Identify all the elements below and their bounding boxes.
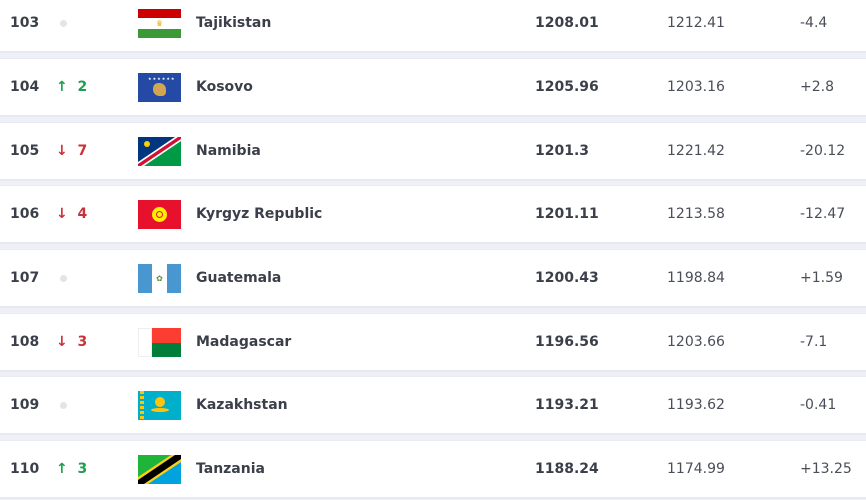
namibia-flag-icon — [138, 137, 181, 166]
table-row[interactable]: 109 Kazakhstan 1193.21 1193.62 -0.41 — [0, 376, 866, 435]
arrow-down-icon: ↓ — [56, 206, 68, 222]
kazakhstan-flag-icon — [138, 391, 181, 420]
points-change: +13.25 — [800, 461, 852, 477]
total-points: 1201.11 — [535, 206, 599, 222]
previous-points: 1193.62 — [667, 397, 725, 413]
table-row[interactable]: 108 ↓ 3 Madagascar 1196.56 1203.66 -7.1 — [0, 313, 866, 372]
table-row[interactable]: 107 ✿ Guatemala 1200.43 1198.84 +1.59 — [0, 249, 866, 308]
rank: 104 — [10, 79, 40, 95]
no-change-dot-icon — [60, 275, 67, 282]
kyrgyz-flag-icon — [138, 200, 181, 229]
rank-movement: ↓ 7 — [56, 143, 88, 159]
arrow-up-icon: ↑ — [56, 79, 68, 95]
rank-movement: ↓ 3 — [56, 334, 88, 350]
table-row[interactable]: 105 ↓ 7 Namibia 1201.3 1221.42 -20.12 — [0, 122, 866, 181]
total-points: 1205.96 — [535, 79, 599, 95]
points-change: -4.4 — [800, 15, 828, 31]
points-change: +2.8 — [800, 79, 834, 95]
rank: 106 — [10, 206, 40, 222]
country-name[interactable]: Tajikistan — [196, 15, 272, 31]
rank: 109 — [10, 397, 40, 413]
arrow-down-icon: ↓ — [56, 143, 68, 159]
total-points: 1188.24 — [535, 461, 599, 477]
previous-points: 1174.99 — [667, 461, 725, 477]
country-name[interactable]: Tanzania — [196, 461, 265, 477]
arrow-down-icon: ↓ — [56, 334, 68, 350]
table-row[interactable]: 106 ↓ 4 Kyrgyz Republic 1201.11 1213.58 -… — [0, 185, 866, 244]
tanzania-flag-icon — [138, 455, 181, 484]
total-points: 1200.43 — [535, 270, 599, 286]
table-row[interactable]: 103 ♛ Tajikistan 1208.01 1212.41 -4.4 — [0, 0, 866, 53]
rank: 110 — [10, 461, 40, 477]
table-row[interactable]: 110 ↑ 3 Tanzania 1188.24 1174.99 +13.25 — [0, 440, 866, 499]
rank: 108 — [10, 334, 40, 350]
previous-points: 1213.58 — [667, 206, 725, 222]
points-change: -12.47 — [800, 206, 846, 222]
previous-points: 1203.16 — [667, 79, 725, 95]
guatemala-flag-icon: ✿ — [138, 264, 181, 293]
rank-movement: ↑ 2 — [56, 79, 88, 95]
country-name[interactable]: Namibia — [196, 143, 261, 159]
previous-points: 1198.84 — [667, 270, 725, 286]
country-name[interactable]: Guatemala — [196, 270, 282, 286]
rank: 107 — [10, 270, 40, 286]
previous-points: 1212.41 — [667, 15, 725, 31]
country-name[interactable]: Kazakhstan — [196, 397, 288, 413]
total-points: 1201.3 — [535, 143, 590, 159]
previous-points: 1221.42 — [667, 143, 725, 159]
madagascar-flag-icon — [138, 328, 181, 357]
no-change-dot-icon — [60, 402, 67, 409]
arrow-up-icon: ↑ — [56, 461, 68, 477]
rank: 103 — [10, 15, 40, 31]
total-points: 1208.01 — [535, 15, 599, 31]
points-change: -20.12 — [800, 143, 846, 159]
points-change: -7.1 — [800, 334, 828, 350]
rank: 105 — [10, 143, 40, 159]
total-points: 1193.21 — [535, 397, 599, 413]
total-points: 1196.56 — [535, 334, 599, 350]
points-change: +1.59 — [800, 270, 843, 286]
kosovo-flag-icon: ★★★★★★ — [138, 73, 181, 102]
table-row[interactable]: 104 ↑ 2 ★★★★★★ Kosovo 1205.96 1203.16 +2.… — [0, 58, 866, 117]
rank-movement: ↓ 4 — [56, 206, 88, 222]
tajikistan-flag-icon: ♛ — [138, 9, 181, 38]
country-name[interactable]: Kosovo — [196, 79, 253, 95]
no-change-dot-icon — [60, 20, 67, 27]
country-name[interactable]: Kyrgyz Republic — [196, 206, 323, 222]
country-name[interactable]: Madagascar — [196, 334, 292, 350]
previous-points: 1203.66 — [667, 334, 725, 350]
rank-movement: ↑ 3 — [56, 461, 88, 477]
points-change: -0.41 — [800, 397, 837, 413]
